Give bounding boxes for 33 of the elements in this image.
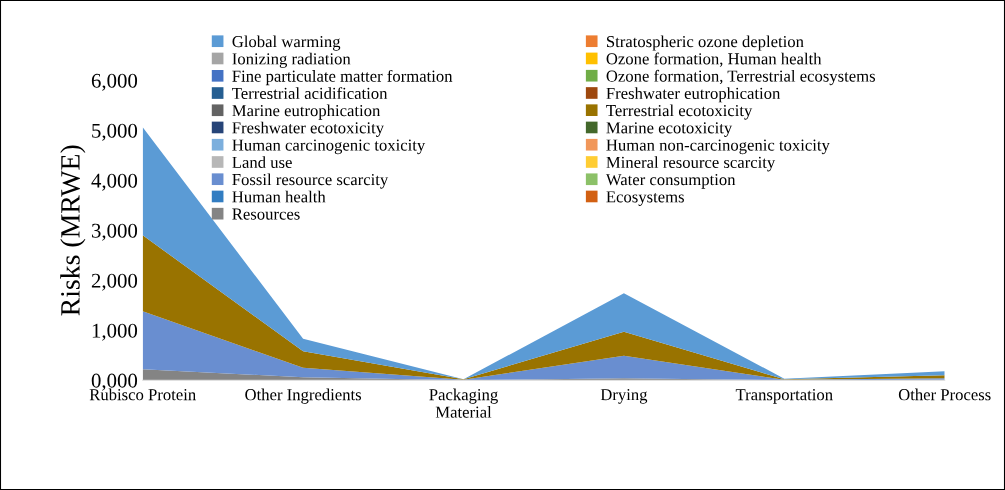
legend-label: Fine particulate matter formation xyxy=(232,69,453,86)
legend-label: Terrestrial ecotoxicity xyxy=(606,104,753,120)
x-tick-label: Other Ingredients xyxy=(245,388,362,404)
x-tick-label: Drying xyxy=(600,389,648,404)
legend-label: Human health xyxy=(232,190,326,203)
legend-label: Marine ecotoxicity xyxy=(606,122,733,137)
legend-label: Ionizing radiation xyxy=(232,52,351,68)
legend-label: Global warming xyxy=(232,35,341,51)
legend-label: Human non-carcinogenic toxicity xyxy=(606,139,830,155)
y-tick-label: 4,000 xyxy=(91,173,138,191)
y-tick-label: 3,000 xyxy=(91,223,138,241)
legend-label: Freshwater eutrophication xyxy=(606,87,781,103)
legend-label: Stratospheric ozone depletion xyxy=(606,35,804,51)
y-tick-label: 1,000 xyxy=(92,323,138,341)
legend-label: Human carcinogenic toxicity xyxy=(232,139,426,155)
legend-label: Ozone formation, Terrestrial ecosystems xyxy=(606,69,876,86)
x-tick-label: Packaging Material xyxy=(429,388,498,418)
legend-label: Ozone formation, Human health xyxy=(606,52,822,67)
legend-label: Freshwater ecotoxicity xyxy=(232,121,384,137)
legend-label: Resources xyxy=(232,208,300,220)
y-tick-label: 5,000 xyxy=(92,123,138,141)
legend-label: Ecosystems xyxy=(606,191,684,206)
legend-label: Water consumption xyxy=(605,174,736,189)
legend-label: Mineral resource scarcity xyxy=(606,156,776,172)
legend-label: Land use xyxy=(232,156,292,168)
legend-label: Marine eutrophication xyxy=(232,104,381,120)
legend-label: Fossil resource scarcity xyxy=(232,173,389,189)
legend-label: Terrestrial acidification xyxy=(232,87,388,100)
y-tick-label: 2,000 xyxy=(91,273,138,291)
y-tick-label: 6,000 xyxy=(91,73,138,91)
x-tick-label: Transportation xyxy=(735,389,833,404)
x-tick-label: Other Process xyxy=(898,388,991,401)
y-axis-title: Risks (MRWE) xyxy=(60,145,86,316)
